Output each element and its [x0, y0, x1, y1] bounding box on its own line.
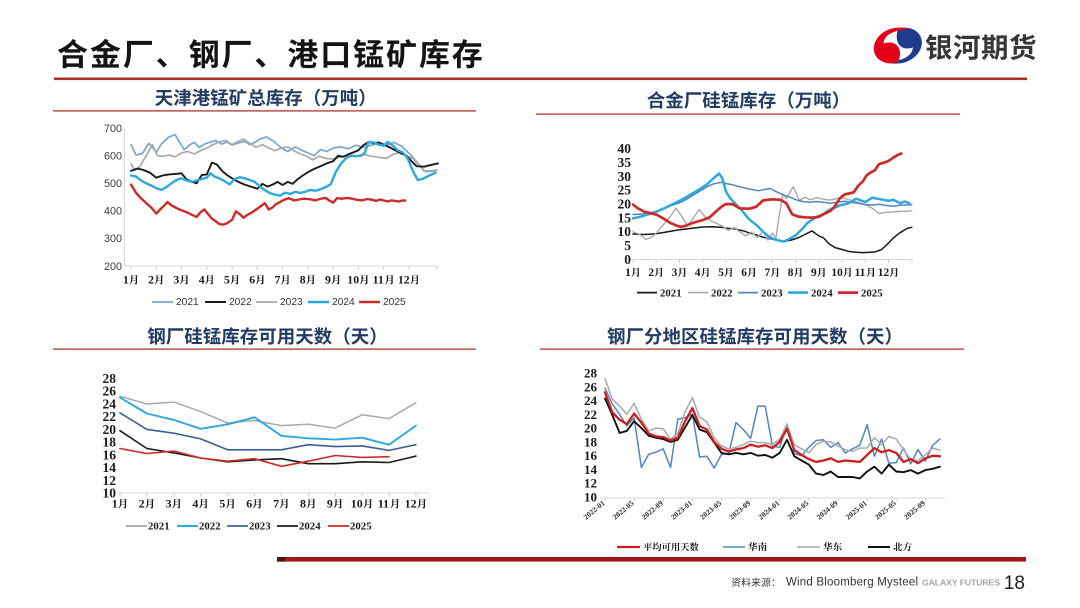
svg-text:2023: 2023	[280, 297, 303, 308]
svg-text:26: 26	[103, 384, 117, 399]
svg-text:4: 4	[199, 273, 205, 287]
svg-text:2: 2	[139, 497, 145, 511]
svg-text:25: 25	[618, 183, 632, 198]
svg-text:10: 10	[618, 224, 632, 239]
svg-text:200: 200	[104, 261, 122, 273]
svg-text:10: 10	[103, 486, 117, 501]
svg-text:GALAXY FUTURES: GALAXY FUTURES	[922, 578, 1000, 588]
svg-text:16: 16	[584, 448, 598, 463]
svg-text:12: 12	[878, 267, 890, 279]
svg-text:3: 3	[166, 497, 172, 511]
svg-text:10: 10	[347, 273, 359, 287]
svg-text:400: 400	[104, 206, 122, 218]
svg-text:8: 8	[300, 497, 306, 511]
svg-text:1: 1	[625, 267, 631, 279]
svg-text:30: 30	[618, 169, 632, 184]
svg-text:6: 6	[741, 267, 747, 279]
svg-text:15: 15	[618, 210, 632, 225]
svg-text:18: 18	[584, 434, 598, 449]
svg-text:20: 20	[618, 197, 632, 212]
svg-text:5: 5	[219, 497, 225, 511]
svg-text:600: 600	[104, 151, 122, 163]
svg-text:14: 14	[584, 462, 598, 477]
svg-text:3: 3	[672, 267, 678, 279]
svg-text:7: 7	[765, 267, 771, 279]
svg-text:2: 2	[648, 267, 654, 279]
svg-text:1: 1	[123, 273, 129, 287]
svg-text:2022: 2022	[711, 287, 733, 299]
svg-text:5: 5	[718, 267, 724, 279]
svg-text:7: 7	[275, 273, 281, 287]
svg-text:5: 5	[624, 238, 631, 253]
svg-text:4: 4	[192, 497, 198, 511]
svg-text:500: 500	[104, 178, 122, 190]
svg-text:300: 300	[104, 233, 122, 245]
svg-text:2023: 2023	[761, 287, 783, 299]
svg-text:22: 22	[584, 407, 597, 422]
svg-text:2025: 2025	[350, 521, 372, 533]
svg-text:5: 5	[224, 273, 230, 287]
svg-text:3: 3	[173, 273, 179, 287]
svg-text:18: 18	[1004, 573, 1025, 594]
svg-text:11: 11	[378, 497, 389, 511]
svg-text:2021: 2021	[148, 521, 170, 533]
svg-text:8: 8	[300, 273, 306, 287]
svg-text:2022: 2022	[229, 297, 252, 308]
svg-text:7: 7	[273, 497, 279, 511]
svg-text:2021: 2021	[660, 287, 682, 299]
svg-text:16: 16	[103, 447, 117, 462]
svg-text:6: 6	[249, 273, 255, 287]
svg-text:11: 11	[373, 273, 384, 287]
svg-text:Wind Bloomberg Mysteel: Wind Bloomberg Mysteel	[786, 577, 918, 589]
svg-text:20: 20	[584, 421, 597, 436]
svg-text:8: 8	[788, 267, 794, 279]
svg-text:9: 9	[325, 273, 331, 287]
svg-text:12: 12	[584, 476, 597, 491]
svg-text:2025: 2025	[861, 287, 883, 299]
svg-text:10: 10	[584, 490, 597, 505]
svg-text:4: 4	[695, 267, 701, 279]
svg-text:6: 6	[246, 497, 252, 511]
svg-text:22: 22	[103, 409, 117, 424]
svg-text:12: 12	[398, 273, 410, 287]
svg-text:14: 14	[103, 460, 117, 475]
svg-text:2025: 2025	[383, 297, 406, 308]
svg-text:2024: 2024	[332, 297, 355, 308]
svg-text:2023: 2023	[249, 521, 271, 533]
svg-text:2022: 2022	[199, 521, 221, 533]
svg-text:12: 12	[405, 497, 417, 511]
svg-text:24: 24	[103, 397, 117, 412]
svg-text:28: 28	[103, 371, 117, 386]
svg-text:10: 10	[831, 267, 843, 279]
svg-text:0: 0	[624, 252, 631, 267]
svg-text:40: 40	[618, 141, 632, 156]
svg-text:28: 28	[584, 366, 598, 381]
svg-text:9: 9	[327, 497, 333, 511]
svg-text:35: 35	[618, 155, 632, 170]
svg-text:1: 1	[112, 497, 118, 511]
svg-text:11: 11	[855, 267, 866, 279]
svg-text:2024: 2024	[811, 287, 833, 299]
svg-text:20: 20	[103, 422, 117, 437]
svg-text:24: 24	[584, 393, 598, 408]
svg-text:2024: 2024	[299, 521, 321, 533]
svg-text:12: 12	[103, 473, 117, 488]
svg-text:9: 9	[811, 267, 817, 279]
svg-text:26: 26	[584, 379, 598, 394]
svg-text:18: 18	[103, 435, 117, 450]
svg-text:10: 10	[351, 497, 363, 511]
svg-text:700: 700	[104, 123, 122, 135]
svg-text:2: 2	[148, 273, 154, 287]
svg-text:2021: 2021	[176, 297, 199, 308]
